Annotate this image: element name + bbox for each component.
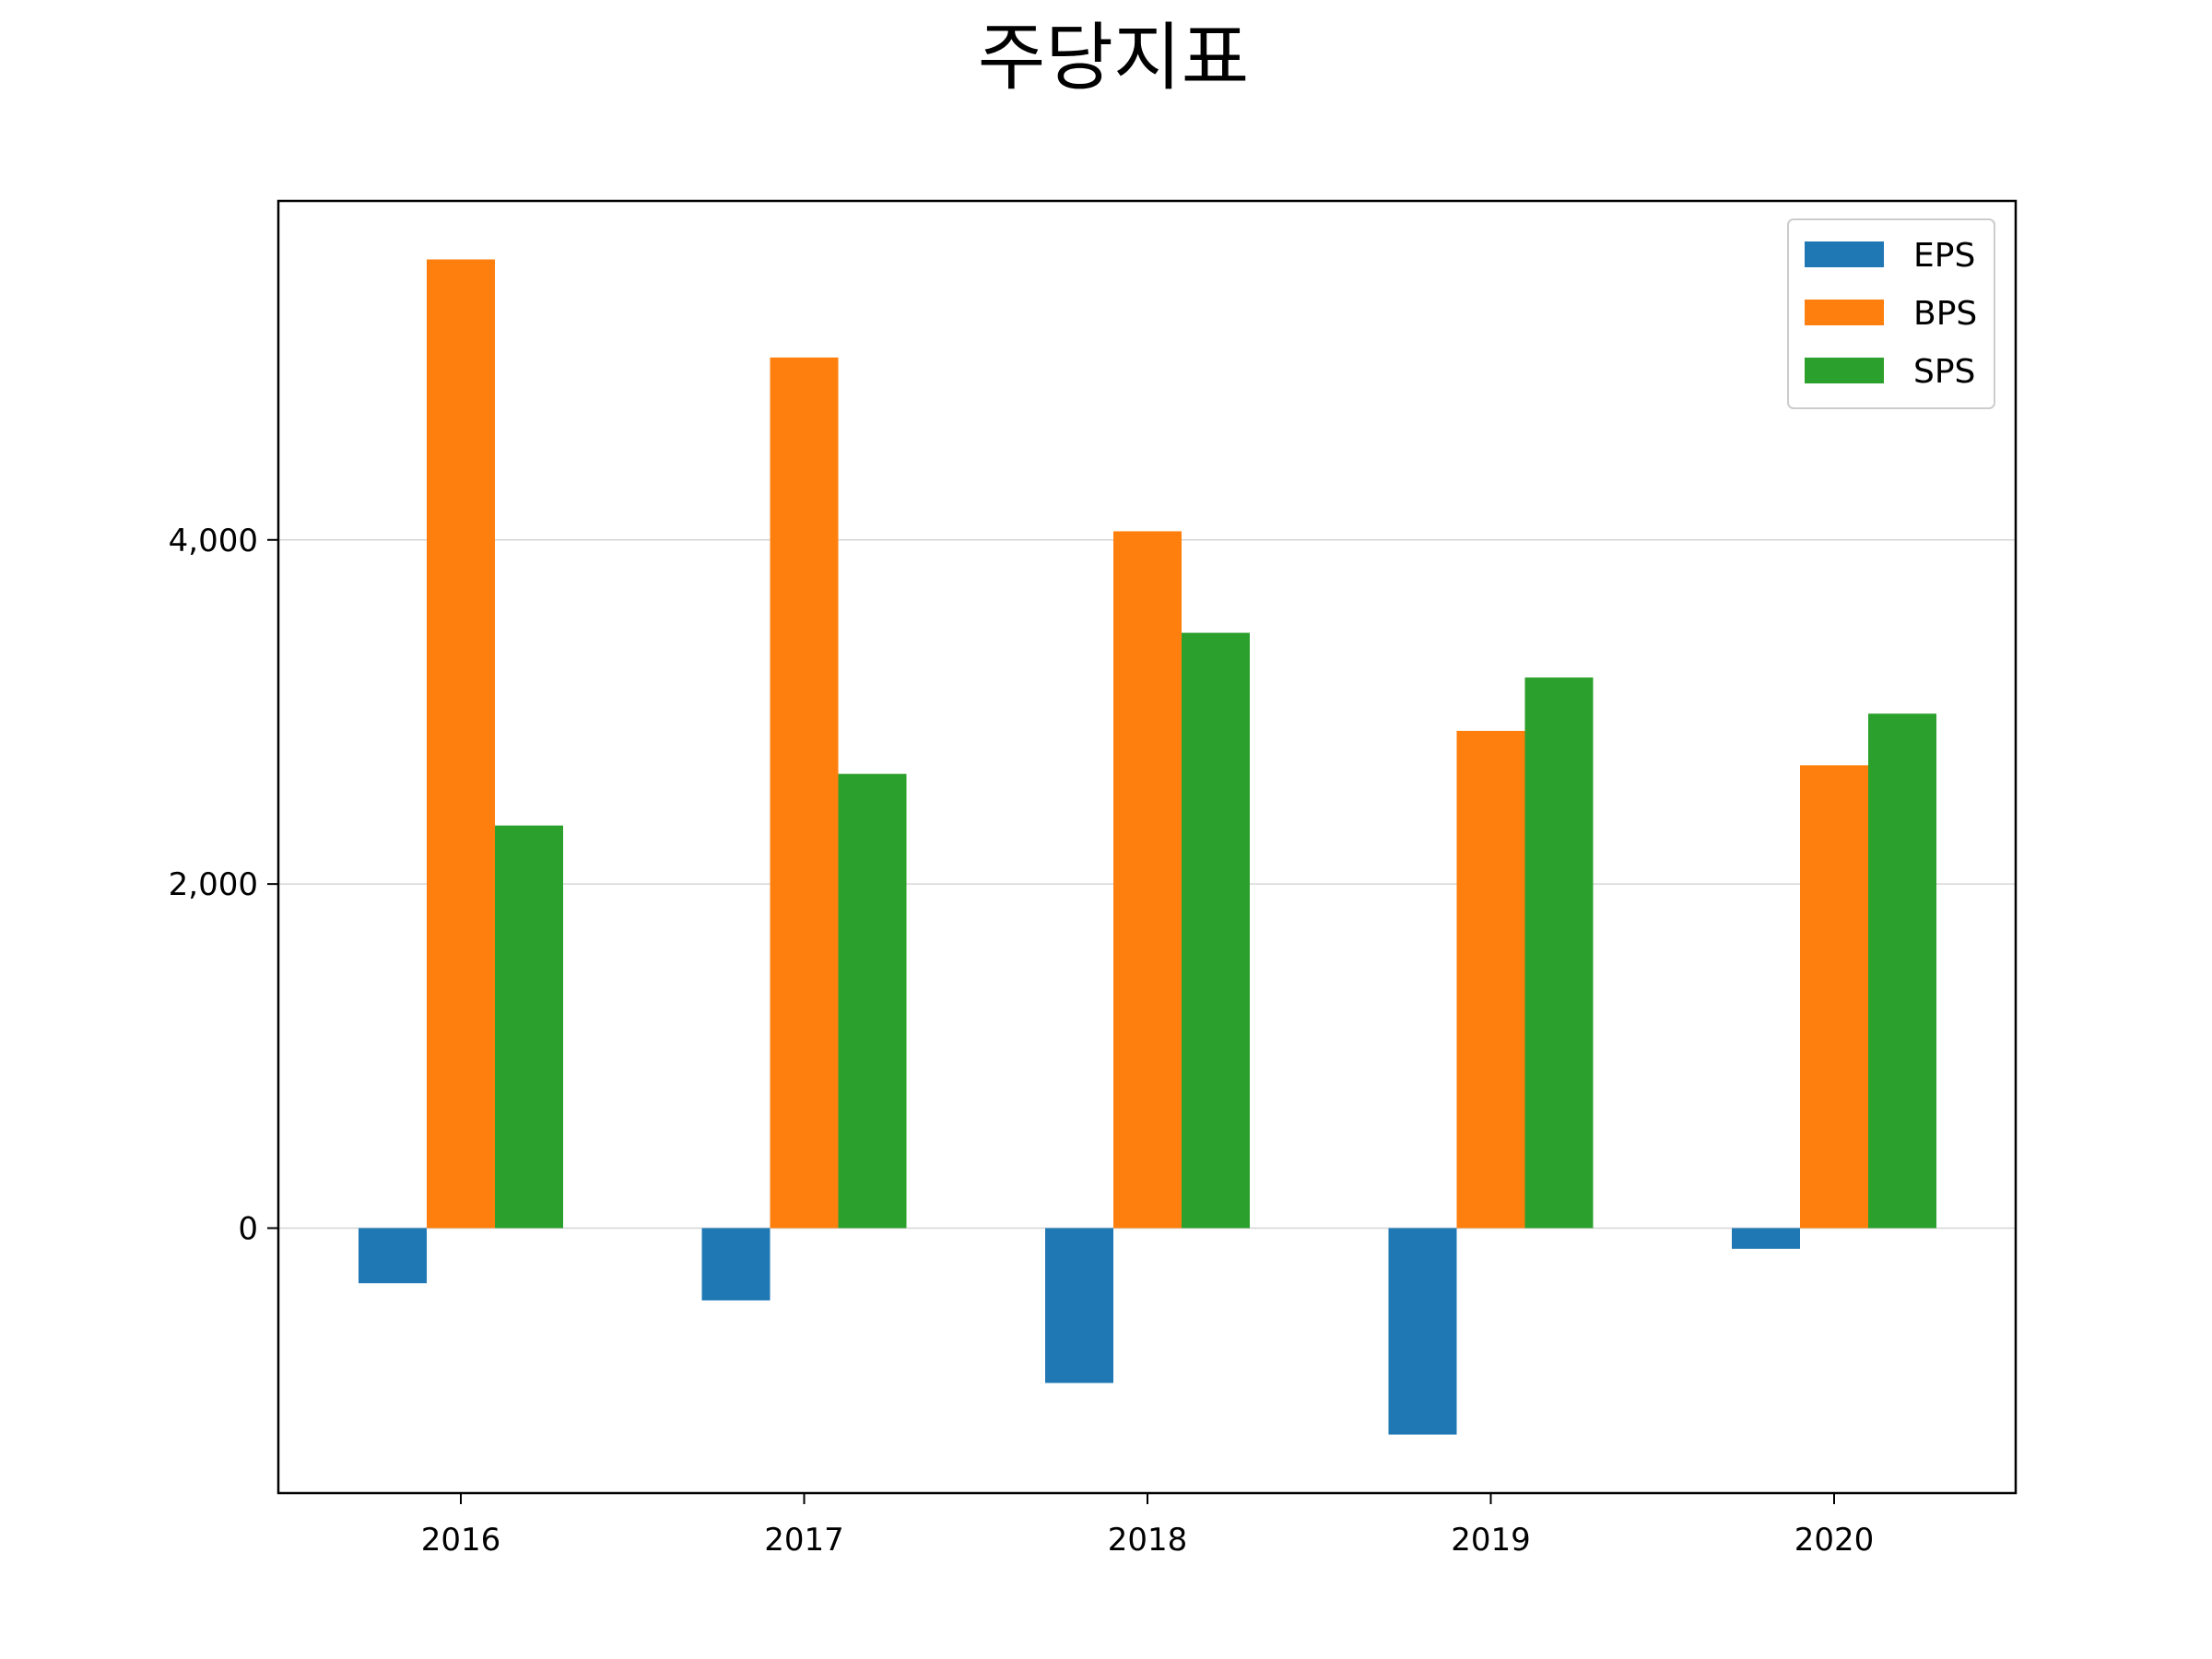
bar-eps-2017	[701, 1228, 771, 1300]
bar-sps-2016	[495, 825, 563, 1229]
legend-swatch-eps	[1805, 241, 1884, 267]
legend-swatch-sps	[1805, 358, 1884, 383]
y-tick-label-0: 0	[238, 1211, 258, 1248]
bar-sps-2019	[1524, 677, 1594, 1229]
bar-bps-2016	[427, 259, 495, 1229]
bar-eps-2020	[1732, 1228, 1800, 1249]
bar-bps-2020	[1800, 765, 1868, 1229]
bar-sps-2017	[838, 773, 907, 1229]
x-tick-label-2017: 2017	[764, 1522, 844, 1559]
y-tick-label-1: 2,000	[169, 866, 258, 903]
legend-label-eps: EPS	[1913, 237, 1975, 275]
bar-sps-2018	[1182, 632, 1250, 1229]
legend-swatch-bps	[1805, 300, 1884, 325]
bar-bps-2017	[770, 357, 839, 1229]
bar-sps-2020	[1868, 713, 1936, 1229]
bar-eps-2019	[1388, 1228, 1457, 1435]
bar-eps-2018	[1045, 1228, 1113, 1383]
bar-eps-2016	[359, 1228, 427, 1284]
y-tick-label-2: 4,000	[169, 523, 258, 559]
x-tick-label-2018: 2018	[1108, 1522, 1188, 1559]
x-tick-label-2016: 2016	[421, 1522, 501, 1559]
bar-bps-2019	[1456, 730, 1525, 1229]
legend: EPS BPS SPS	[1787, 218, 1995, 409]
x-tick-label-2020: 2020	[1794, 1522, 1875, 1559]
x-tick-label-2019: 2019	[1451, 1522, 1531, 1559]
legend-label-sps: SPS	[1913, 353, 1975, 391]
bars	[359, 259, 1936, 1435]
axis-ticks: 2016 2017 2018 2019 2020 0 2,000 4,000	[169, 523, 1875, 1559]
chart-title: 주당지표	[978, 15, 1249, 100]
bar-bps-2018	[1113, 531, 1182, 1229]
legend-label-bps: BPS	[1913, 295, 1977, 333]
